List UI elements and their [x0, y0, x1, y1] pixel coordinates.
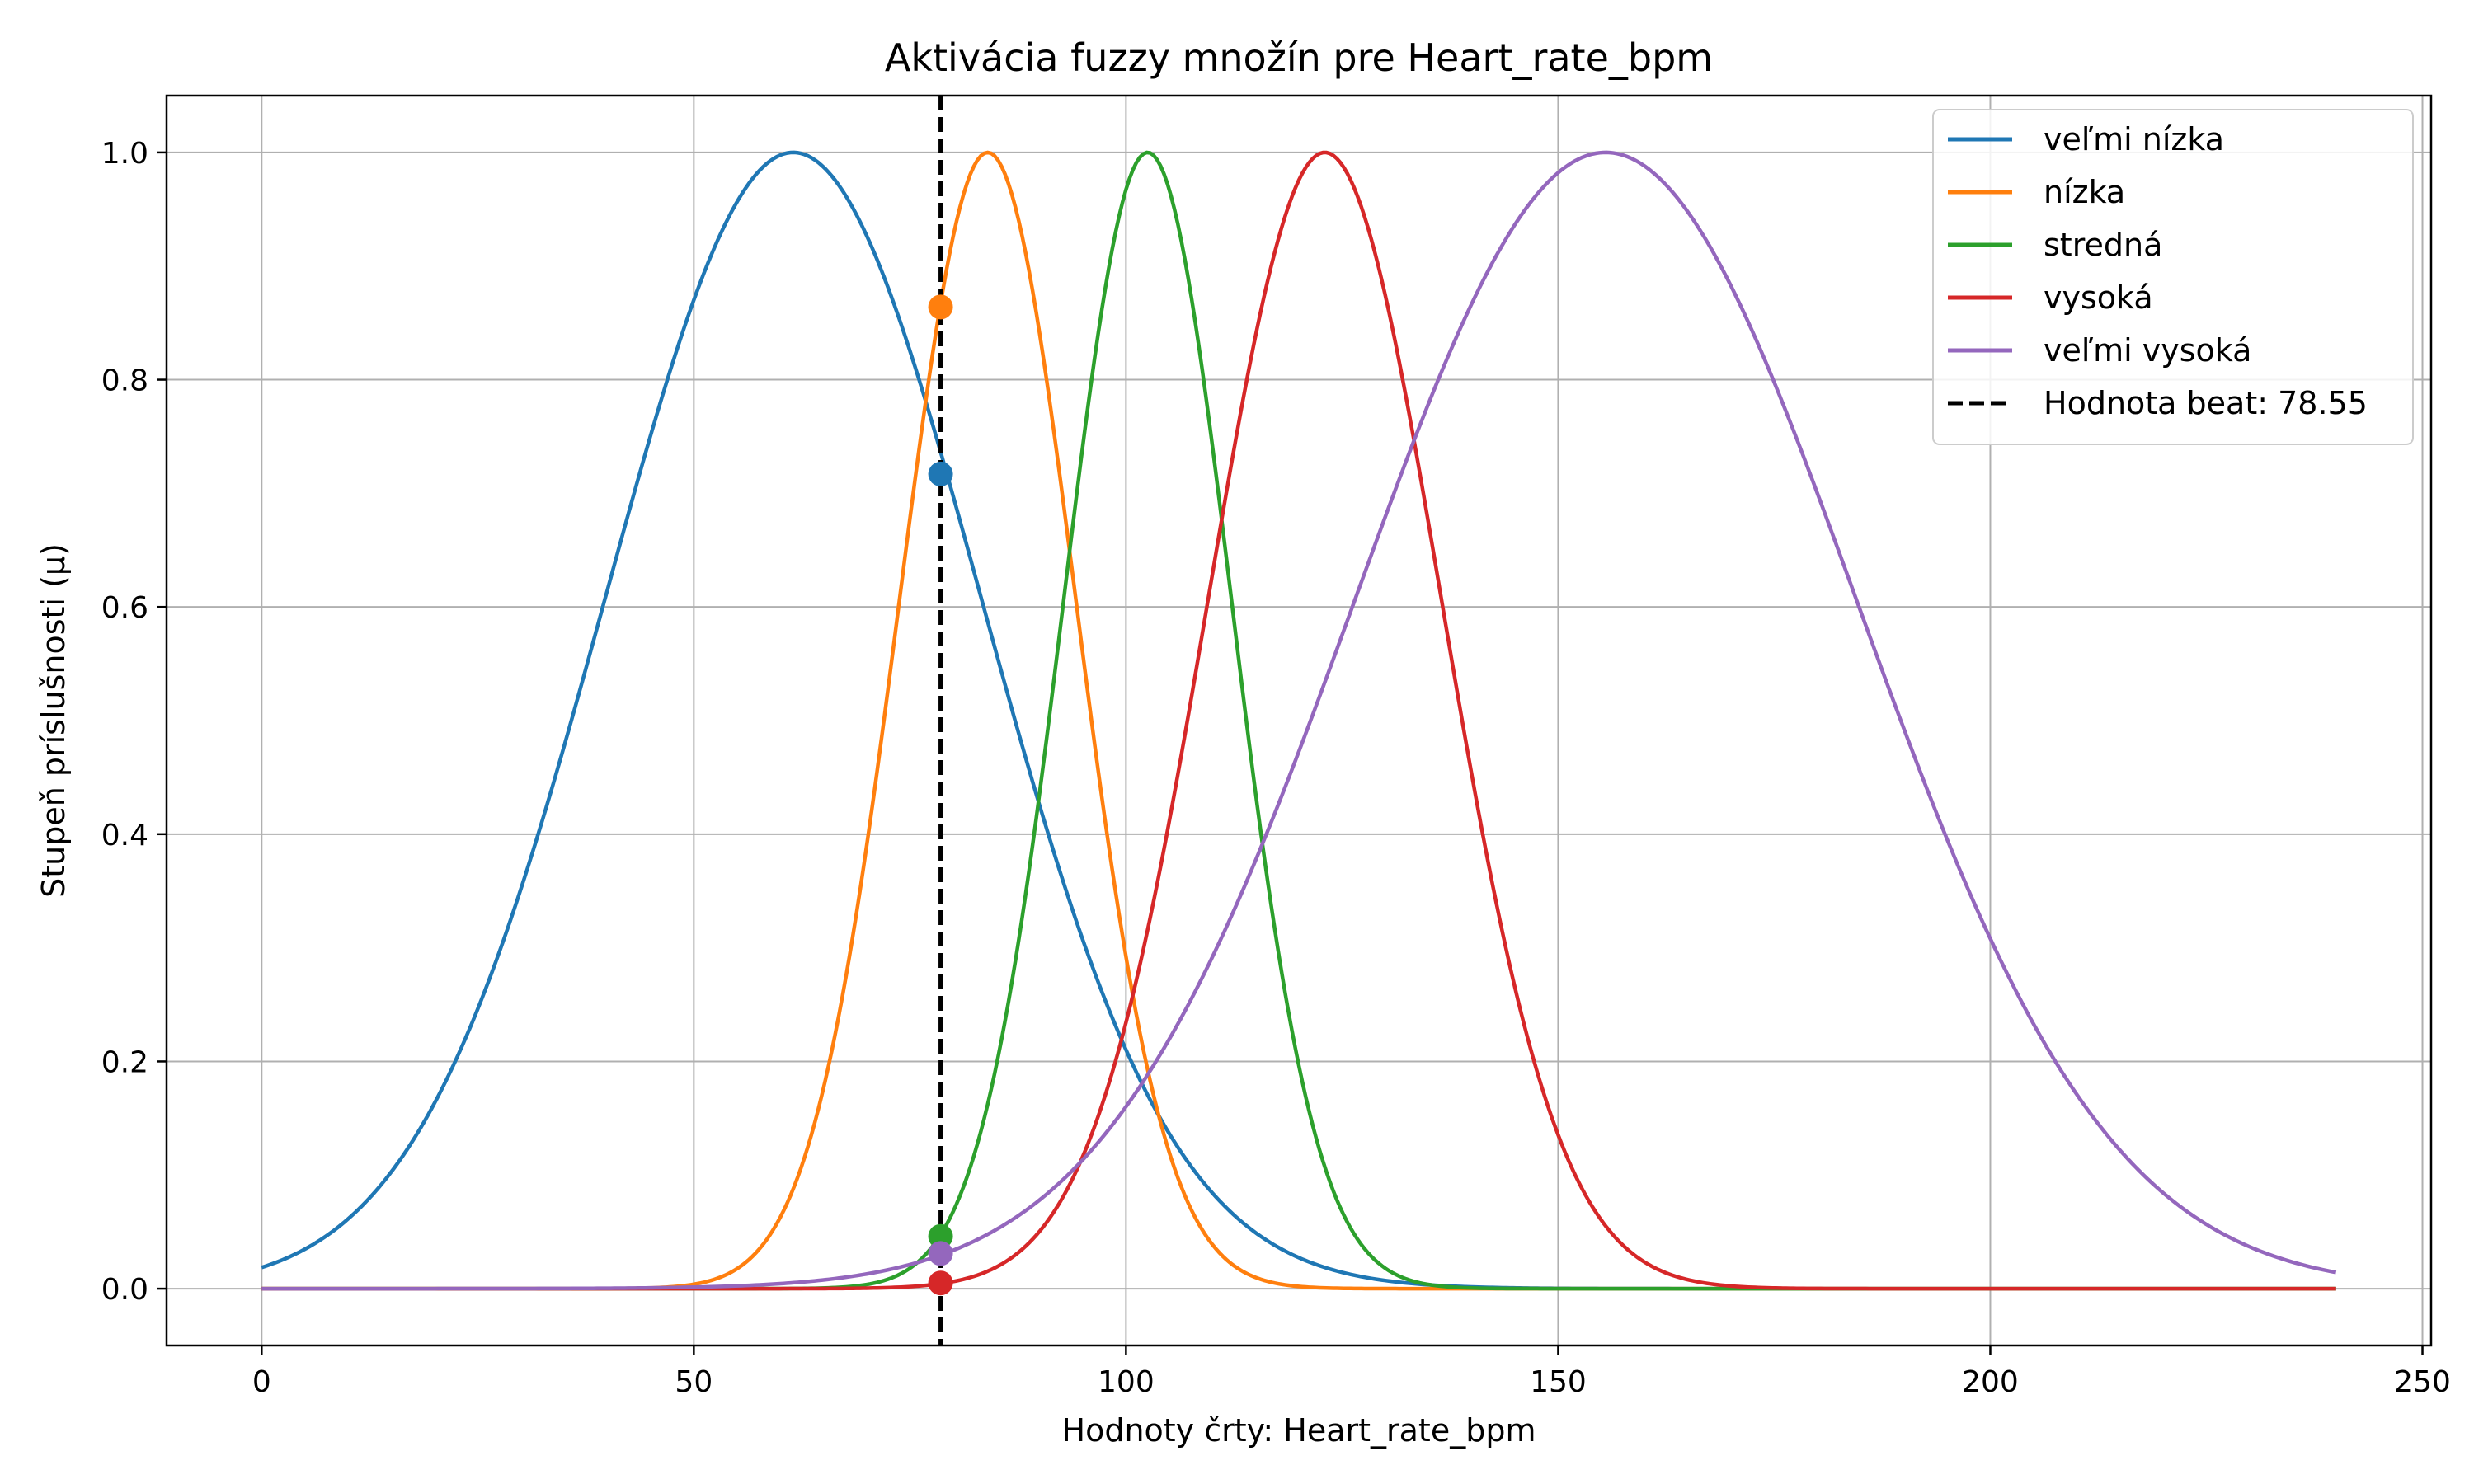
legend-entry: veľmi nízka: [2044, 121, 2224, 157]
activation-points: [928, 294, 953, 1296]
x-axis-label: Hodnoty črty: Heart_rate_bpm: [1062, 1412, 1536, 1449]
x-tick-label: 150: [1530, 1365, 1587, 1399]
legend-entry: stredná: [2044, 227, 2162, 263]
x-tick-label: 0: [252, 1365, 271, 1399]
legend-entry: nízka: [2044, 174, 2125, 210]
x-tick-label: 250: [2394, 1365, 2451, 1399]
activation-point: [928, 1270, 953, 1296]
chart-title: Aktivácia fuzzy množín pre Heart_rate_bp…: [885, 35, 1713, 80]
x-tick-label: 100: [1098, 1365, 1155, 1399]
legend-box: [1932, 109, 2414, 445]
legend-entry: Hodnota beat: 78.55: [2044, 385, 2368, 421]
legend-entry: vysoká: [2044, 279, 2153, 316]
y-axis-label: Stupeň príslušnosti (μ): [35, 543, 72, 898]
legend: veľmi nízka nízka stredná vysoká veľmi vysok…: [1932, 109, 2414, 445]
axis-ticks: 0 50 100 150 200 250 0.0 0.2 0.4 0.6 0.8 1.0: [101, 137, 2451, 1399]
x-tick-label: 50: [675, 1365, 713, 1399]
series-line: [261, 150, 2337, 1291]
y-tick-label: 0.8: [101, 364, 148, 398]
activation-point: [928, 1223, 953, 1249]
plot-frame: [165, 94, 2433, 1347]
legend-entry: veľmi vysoká: [2044, 332, 2251, 369]
y-tick-label: 0.4: [101, 819, 148, 852]
y-tick-label: 0.6: [101, 591, 148, 625]
activation-point: [928, 1241, 953, 1266]
series-lines: [261, 150, 2337, 1291]
x-tick-label: 200: [1962, 1365, 2019, 1399]
y-tick-label: 0.2: [101, 1045, 148, 1079]
y-tick-label: 1.0: [101, 137, 148, 171]
y-tick-label: 0.0: [101, 1273, 148, 1307]
activation-point: [928, 461, 953, 486]
activation-point: [928, 294, 953, 320]
